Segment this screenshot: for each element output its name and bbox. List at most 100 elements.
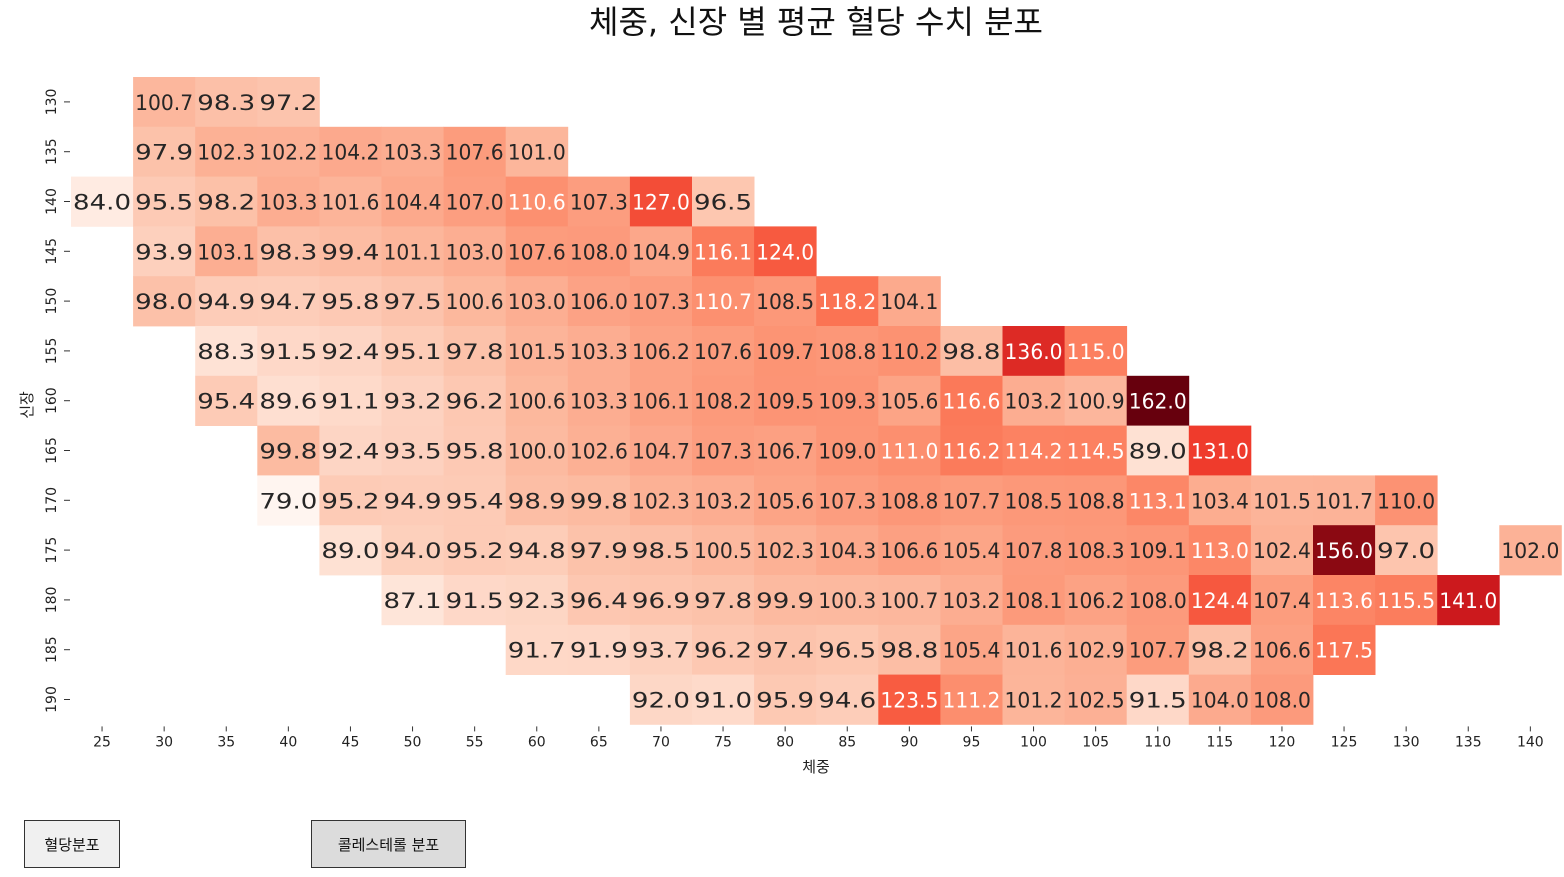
heatmap-value-label: 103.0 — [446, 240, 504, 264]
heatmap-value-label: 103.0 — [508, 290, 566, 314]
heatmap-value-label: 79.0 — [259, 489, 317, 513]
heatmap-value-label: 98.3 — [259, 240, 317, 264]
heatmap-value-label: 107.8 — [1005, 539, 1063, 563]
heatmap-value-label: 98.9 — [508, 489, 566, 513]
cholesterol-distribution-button[interactable]: 콜레스테롤 분포 — [311, 820, 466, 868]
heatmap-value-label: 98.0 — [135, 290, 193, 314]
heatmap-value-label: 101.6 — [321, 191, 379, 215]
heatmap-value-label: 102.2 — [259, 141, 317, 165]
heatmap-value-label: 108.0 — [1129, 589, 1187, 613]
heatmap-value-label: 114.2 — [1005, 440, 1063, 464]
y-tick-label: 140 — [44, 188, 60, 215]
heatmap-value-label: 95.5 — [135, 191, 193, 215]
heatmap-value-label: 84.0 — [73, 191, 131, 215]
heatmap-value-label: 96.5 — [694, 191, 752, 215]
heatmap-value-label: 103.3 — [259, 191, 317, 215]
heatmap-value-label: 102.3 — [756, 539, 814, 563]
x-tick-label: 60 — [528, 734, 546, 750]
heatmap-value-label: 123.5 — [880, 689, 938, 713]
heatmap-value-label: 94.7 — [259, 290, 317, 314]
heatmap-value-label: 108.8 — [818, 340, 876, 364]
x-tick-label: 25 — [93, 734, 111, 750]
heatmap-value-label: 106.2 — [632, 340, 690, 364]
heatmap-value-label: 102.6 — [570, 440, 628, 464]
x-tick-label: 45 — [342, 734, 360, 750]
heatmap-value-label: 100.7 — [880, 589, 938, 613]
heatmap-value-label: 96.2 — [694, 639, 752, 663]
heatmap-value-label: 103.2 — [1005, 390, 1063, 414]
heatmap-value-label: 93.7 — [632, 639, 690, 663]
heatmap-value-label: 101.6 — [1005, 639, 1063, 663]
x-tick-label: 35 — [217, 734, 235, 750]
heatmap-value-label: 100.6 — [508, 390, 566, 414]
heatmap-value-label: 98.3 — [197, 91, 255, 115]
heatmap-value-label: 107.4 — [1253, 589, 1311, 613]
heatmap-value-label: 89.0 — [321, 539, 379, 563]
x-tick-label: 100 — [1020, 734, 1047, 750]
y-axis-label: 신장 — [18, 391, 36, 419]
heatmap-value-label: 100.6 — [446, 290, 504, 314]
heatmap-value-label: 104.7 — [632, 440, 690, 464]
heatmap-value-label: 100.9 — [1067, 390, 1125, 414]
heatmap-value-label: 89.6 — [259, 390, 317, 414]
heatmap-value-label: 91.0 — [694, 689, 752, 713]
heatmap-value-label: 109.1 — [1129, 539, 1187, 563]
glucose-distribution-button[interactable]: 혈당분포 — [24, 820, 120, 868]
heatmap-value-label: 103.4 — [1191, 489, 1249, 513]
heatmap-value-label: 93.2 — [384, 390, 442, 414]
heatmap-value-label: 110.7 — [694, 290, 752, 314]
heatmap-value-label: 113.6 — [1315, 589, 1373, 613]
heatmap-value-label: 98.8 — [880, 639, 938, 663]
heatmap-value-label: 106.1 — [632, 390, 690, 414]
chart-title: 체중, 신장 별 평균 혈당 수치 분포 — [589, 3, 1043, 41]
heatmap-value-label: 103.3 — [570, 390, 628, 414]
heatmap-value-label: 111.0 — [880, 440, 938, 464]
heatmap-value-label: 101.5 — [1253, 489, 1311, 513]
heatmap-value-label: 108.0 — [1253, 689, 1311, 713]
heatmap-value-label: 94.9 — [197, 290, 255, 314]
heatmap-value-label: 107.3 — [632, 290, 690, 314]
heatmap-value-label: 96.5 — [818, 639, 876, 663]
heatmap-value-label: 100.7 — [135, 91, 193, 115]
heatmap-value-label: 131.0 — [1191, 440, 1249, 464]
heatmap-value-label: 105.6 — [756, 489, 814, 513]
heatmap-value-label: 105.6 — [880, 390, 938, 414]
heatmap-value-label: 91.5 — [1129, 689, 1187, 713]
heatmap-value-label: 118.2 — [818, 290, 876, 314]
heatmap-value-label: 117.5 — [1315, 639, 1373, 663]
x-tick-label: 75 — [714, 734, 732, 750]
x-tick-label: 125 — [1331, 734, 1358, 750]
heatmap-value-label: 104.3 — [818, 539, 876, 563]
heatmap-value-label: 99.8 — [259, 440, 317, 464]
heatmap-value-label: 107.6 — [508, 240, 566, 264]
heatmap-value-label: 95.2 — [321, 489, 379, 513]
heatmap-value-label: 109.5 — [756, 390, 814, 414]
heatmap-value-label: 92.3 — [508, 589, 566, 613]
x-tick-label: 120 — [1269, 734, 1296, 750]
heatmap-value-label: 116.6 — [942, 390, 1000, 414]
heatmap-value-label: 100.5 — [694, 539, 752, 563]
heatmap-value-label: 108.5 — [756, 290, 814, 314]
heatmap-value-label: 101.5 — [508, 340, 566, 364]
heatmap-value-label: 91.7 — [508, 639, 566, 663]
heatmap-value-label: 110.2 — [880, 340, 938, 364]
heatmap-value-label: 127.0 — [632, 191, 690, 215]
heatmap-value-label: 94.0 — [384, 539, 442, 563]
heatmap-value-label: 99.9 — [756, 589, 814, 613]
heatmap-value-label: 92.4 — [321, 440, 379, 464]
x-tick-label: 140 — [1517, 734, 1544, 750]
heatmap-value-label: 106.7 — [756, 440, 814, 464]
x-tick-label: 130 — [1393, 734, 1420, 750]
heatmap-value-label: 97.5 — [384, 290, 442, 314]
x-axis: 25 30 35 40 45 50 55 60 65 70 75 80 85 90 95 100 105 110 1… — [93, 726, 1544, 750]
heatmap-value-label: 106.2 — [1067, 589, 1125, 613]
heatmap-value-label: 94.9 — [384, 489, 442, 513]
heatmap-value-label: 116.2 — [942, 440, 1000, 464]
y-tick-label: 175 — [44, 537, 60, 564]
heatmap-value-label: 99.4 — [321, 240, 379, 264]
heatmap-value-label: 109.3 — [818, 390, 876, 414]
heatmap-value-label: 105.4 — [942, 639, 1000, 663]
heatmap-value-label: 107.6 — [446, 141, 504, 165]
heatmap-value-label: 104.9 — [632, 240, 690, 264]
